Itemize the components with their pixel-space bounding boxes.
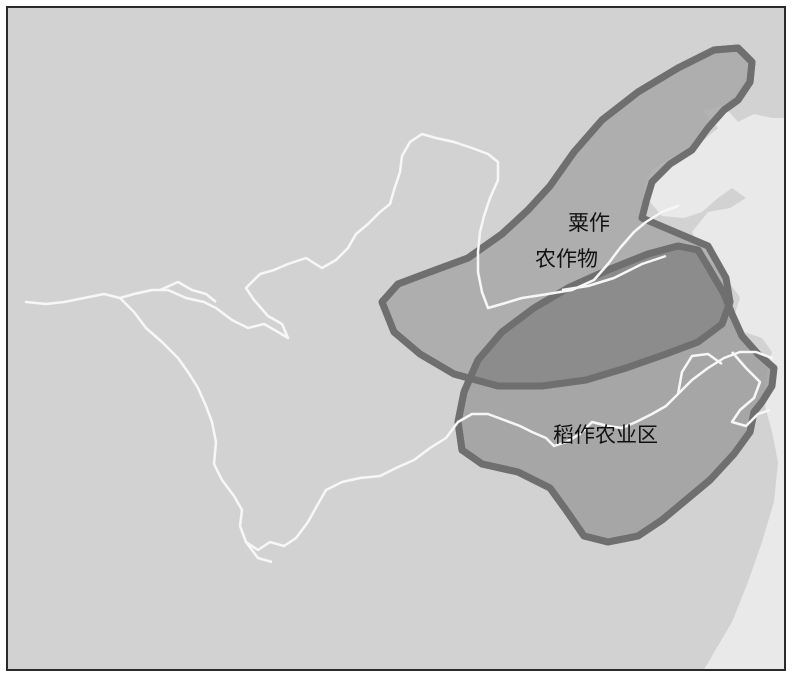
rice-zone-border — [454, 242, 765, 546]
map-frame: 粟作 农作物 稻作农业区 — [6, 6, 786, 671]
river-tributary-2 — [561, 254, 667, 292]
millet-zone-border — [378, 44, 756, 390]
yellow-river — [24, 132, 680, 340]
label-millet-zone-line1: 粟作 — [568, 211, 610, 235]
yangtze-delta — [676, 351, 771, 428]
overlap-zone — [472, 248, 728, 384]
island — [762, 542, 784, 620]
river-tributary-3 — [245, 541, 273, 564]
label-millet-zone-line2: 农作物 — [535, 247, 598, 271]
river-tributary-1 — [159, 280, 217, 303]
map-canvas — [24, 44, 784, 669]
yangtze-river — [118, 296, 774, 552]
label-rice-zone: 稻作农业区 — [553, 423, 658, 447]
sea-east — [704, 122, 784, 669]
